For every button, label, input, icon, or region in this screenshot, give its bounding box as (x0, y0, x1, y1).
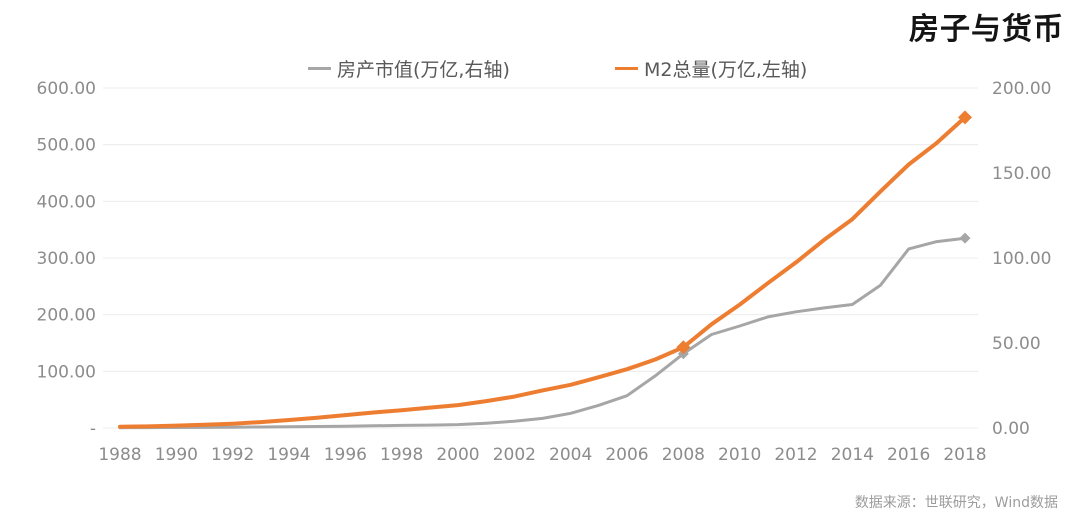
right-axis-tick-label: 0.00 (992, 419, 1030, 439)
x-axis-tick-label: 1992 (211, 445, 254, 465)
page-title: 房子与货币 (909, 12, 1064, 47)
right-axis-tick-label: 200.00 (992, 79, 1051, 99)
m2-diamond-marker (676, 340, 691, 355)
x-axis-tick-label: 2002 (493, 445, 536, 465)
x-axis-tick-label: 2006 (605, 445, 648, 465)
right-axis-tick-label: 50.00 (992, 334, 1041, 354)
x-axis-tick-label: 2000 (436, 445, 479, 465)
x-axis-tick-label: 2018 (943, 445, 986, 465)
right-axis-tick-label: 100.00 (992, 249, 1051, 269)
legend-label-property: 房产市值(万亿,右轴) (337, 59, 510, 81)
left-axis-tick-label: 300.00 (37, 249, 96, 269)
m2-series-line (118, 115, 967, 429)
legend-item-property: 房产市值(万亿,右轴) (308, 55, 510, 82)
left-axis-tick-label: 400.00 (37, 192, 96, 212)
legend: 房产市值(万亿,右轴) M2总量(万亿,左轴) (0, 55, 1080, 83)
x-axis-tick-label: 2012 (774, 445, 817, 465)
x-axis-tick-label: 2008 (662, 445, 705, 465)
x-axis-tick-label: 1996 (324, 445, 367, 465)
m2-line-swatch (615, 67, 638, 70)
legend-item-m2: M2总量(万亿,左轴) (615, 55, 807, 82)
x-axis-tick-label: 2014 (831, 445, 874, 465)
x-axis-tick-label: 1990 (155, 445, 198, 465)
x-axis-tick-label: 1998 (380, 445, 423, 465)
left-axis-tick-label: 600.00 (37, 79, 96, 99)
m2-diamond-marker (958, 110, 972, 125)
left-axis-tick-label: 200.00 (37, 306, 96, 326)
right-axis-tick-label: 150.00 (992, 164, 1051, 184)
left-axis-tick-label: - (90, 419, 96, 439)
property-diamond-marker (959, 232, 971, 244)
x-axis-tick-label: 2010 (718, 445, 761, 465)
x-axis-tick-label: 1994 (267, 445, 310, 465)
x-axis-tick-label: 1988 (98, 445, 141, 465)
x-axis-tick-label: 2004 (549, 445, 592, 465)
property-line-swatch (308, 67, 331, 70)
left-axis-tick-label: 500.00 (37, 136, 96, 156)
x-axis-tick-label: 2016 (887, 445, 930, 465)
legend-label-m2: M2总量(万亿,左轴) (644, 59, 808, 81)
source-note: 数据来源：世联研究，Wind数据 (854, 495, 1058, 511)
property-series-line (118, 236, 967, 430)
left-axis-tick-label: 100.00 (37, 362, 96, 382)
